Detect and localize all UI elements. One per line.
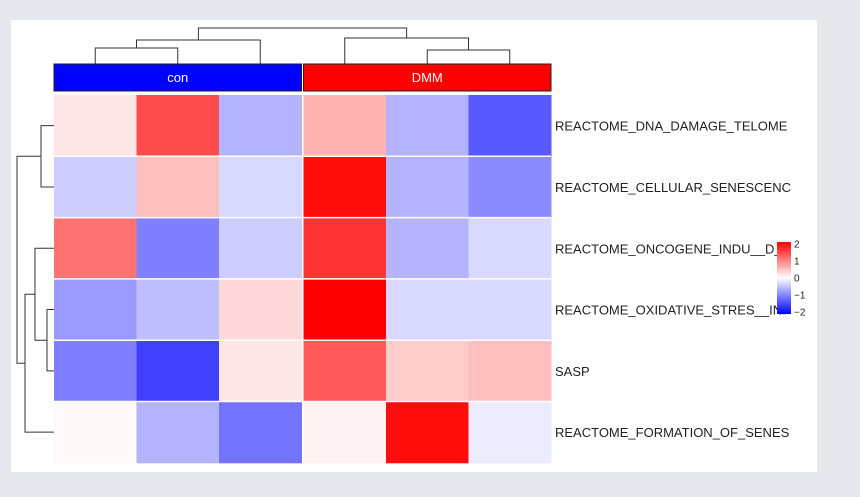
heatmap-cell (468, 278, 552, 341)
heatmap-cell (54, 217, 137, 280)
heatmap-cell (303, 340, 387, 402)
row-label: REACTOME_ONCOGENE_INDU__D_ (555, 241, 782, 256)
heatmap-cell (219, 95, 302, 157)
heatmap-cell (468, 340, 552, 402)
dendrogram-link (16, 155, 41, 364)
heatmap-cell (386, 95, 469, 157)
legend-colorbar (777, 242, 791, 314)
heatmap-cell (54, 95, 137, 157)
heatmap-cell (386, 401, 469, 464)
dendrogram-link (344, 37, 469, 64)
heatmap-cell (303, 278, 387, 341)
heatmap-cell (386, 278, 469, 341)
dendrogram-link (197, 27, 408, 40)
heatmap-cell (386, 217, 469, 280)
dendrogram-link (46, 309, 54, 372)
heatmap-cell (219, 217, 302, 280)
heatmap-cell (136, 278, 220, 341)
row-dendrogram (16, 125, 54, 433)
legend-tick-label: −1 (794, 291, 806, 302)
row-label: REACTOME_DNA_DAMAGE_TELOME (555, 119, 788, 134)
heatmap-cell (386, 156, 469, 219)
heatmap-cell (219, 278, 302, 341)
heatmap-cell (468, 156, 552, 219)
heatmap-cell (54, 401, 137, 464)
legend-tick-label: 0 (794, 274, 800, 285)
heatmap-cell (468, 95, 552, 157)
heatmap-cell (468, 217, 552, 280)
heatmap-chart: con DMM REACTOME_DNA_DAMAGE_TELOMEREACTOM… (16, 27, 806, 464)
heatmap-cell (303, 95, 387, 157)
heatmap-cell (219, 401, 302, 464)
heatmap-cell (54, 278, 137, 341)
heatmap-cell (54, 340, 137, 402)
row-label: REACTOME_CELLULAR_SENESCENC (555, 180, 791, 195)
heatmap-cell (219, 156, 302, 219)
group-label: con (167, 70, 188, 85)
legend-tick-label: 1 (794, 257, 800, 268)
group-label: DMM (412, 70, 443, 85)
heatmap-cell (303, 156, 387, 219)
dendrogram-link (24, 293, 54, 433)
column-dendrogram (94, 27, 511, 64)
dendrogram-link (426, 49, 511, 64)
heatmap-cell (136, 217, 220, 280)
row-labels: REACTOME_DNA_DAMAGE_TELOME REACTOME_CELLU… (555, 119, 791, 440)
group-bar (53, 63, 302, 92)
heatmap-cell (219, 340, 302, 402)
legend-tick-label: 2 (794, 240, 800, 251)
heatmap-cell (386, 340, 469, 402)
legend-tick-label: −2 (794, 308, 806, 319)
dendrogram-link (94, 47, 179, 64)
dendrogram-link (136, 39, 261, 64)
color-legend: 2 1 0 −1 −2 (777, 240, 806, 319)
heatmap-cell (303, 401, 387, 464)
heatmap-cell (136, 340, 220, 402)
dendrogram-link (34, 247, 54, 341)
heatmap-cell (468, 401, 552, 464)
heatmap-cell (136, 401, 220, 464)
group-bar (303, 63, 552, 92)
row-label: REACTOME_FORMATION_OF_SENES (555, 425, 790, 440)
heatmap-cells (54, 95, 552, 464)
dendrogram-link (40, 125, 54, 188)
heatmap-cell (136, 156, 220, 219)
row-label: SASP (555, 364, 590, 379)
heatmap-cell (54, 156, 137, 219)
column-group-annotation: con DMM (53, 63, 552, 92)
heatmap-figure: con DMM REACTOME_DNA_DAMAGE_TELOME REACTOM… (11, 20, 817, 472)
heatmap-cell (303, 217, 387, 280)
heatmap-cell (136, 95, 220, 157)
row-label: REACTOME_OXIDATIVE_STRES__INI (555, 303, 786, 318)
